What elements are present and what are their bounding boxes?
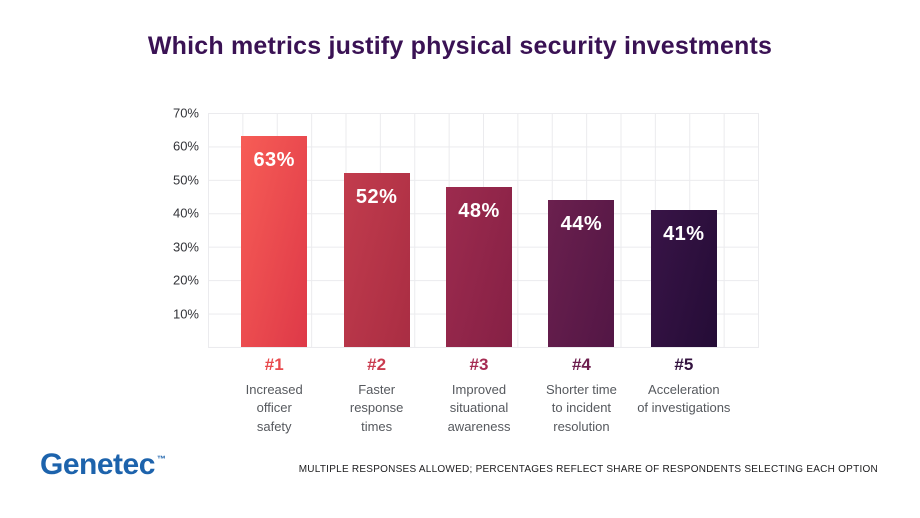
chart-title: Which metrics justify physical security … — [147, 32, 773, 60]
category-rank: #5 — [674, 355, 694, 374]
genetec-logo: Genetec ™ — [40, 450, 166, 480]
category-rank: #2 — [367, 355, 387, 374]
bar-column: 48% — [428, 113, 530, 347]
bars-container: 63% 52% 48% 44% 41% — [223, 113, 735, 347]
bar: 52% — [343, 173, 410, 347]
y-axis-tick-label: 20% — [172, 272, 199, 288]
bar: 41% — [650, 209, 717, 347]
bar-value-label: 63% — [253, 149, 295, 172]
category-description: Increased officer safety — [245, 381, 303, 434]
x-axis-labels: #1 Increased officer safety #2 Faster respo… — [223, 355, 735, 436]
category-label: #2 Faster response times — [325, 355, 427, 436]
category-description: Faster response times — [349, 381, 404, 434]
category-description: Improved situational awareness — [447, 381, 511, 434]
bar: 63% — [241, 136, 308, 347]
y-axis-tick-label: 10% — [172, 306, 199, 322]
bar-value-label: 48% — [458, 199, 500, 222]
category-description: Acceleration of investigations — [637, 381, 731, 416]
bar-value-label: 41% — [663, 222, 705, 245]
bar: 44% — [548, 199, 615, 347]
y-axis: 10% 20% 30% 40% 50% 60% 70% — [0, 107, 199, 347]
bar-column: 41% — [633, 113, 735, 347]
category-label: #5 Acceleration of investigations — [633, 355, 735, 436]
y-axis-tick-label: 40% — [172, 205, 199, 221]
plot-area: 63% 52% 48% 44% 41% — [208, 113, 759, 348]
category-description: Shorter time to incident resolution — [546, 381, 617, 434]
y-axis-tick-label: 50% — [172, 172, 199, 188]
y-axis-tick-label: 60% — [172, 138, 199, 154]
category-label: #1 Increased officer safety — [223, 355, 325, 436]
category-rank: #3 — [469, 355, 489, 374]
category-rank: #1 — [264, 355, 284, 374]
y-axis-tick-label: 70% — [172, 105, 199, 121]
footnote-text: MULTIPLE RESPONSES ALLOWED; PERCENTAGES … — [298, 464, 878, 475]
category-rank: #4 — [571, 355, 591, 374]
bar-value-label: 44% — [560, 212, 603, 235]
bar: 48% — [446, 186, 513, 347]
category-label: #4 Shorter time to incident resolution — [530, 355, 632, 436]
y-axis-tick-label: 30% — [172, 239, 199, 255]
bar-column: 44% — [530, 113, 632, 347]
logo-text: Genetec — [40, 448, 155, 481]
bar-column: 52% — [325, 113, 427, 347]
bar-value-label: 52% — [355, 186, 398, 209]
bar-column: 63% — [223, 113, 325, 347]
category-label: #3 Improved situational awareness — [428, 355, 530, 436]
trademark-symbol: ™ — [156, 454, 166, 464]
